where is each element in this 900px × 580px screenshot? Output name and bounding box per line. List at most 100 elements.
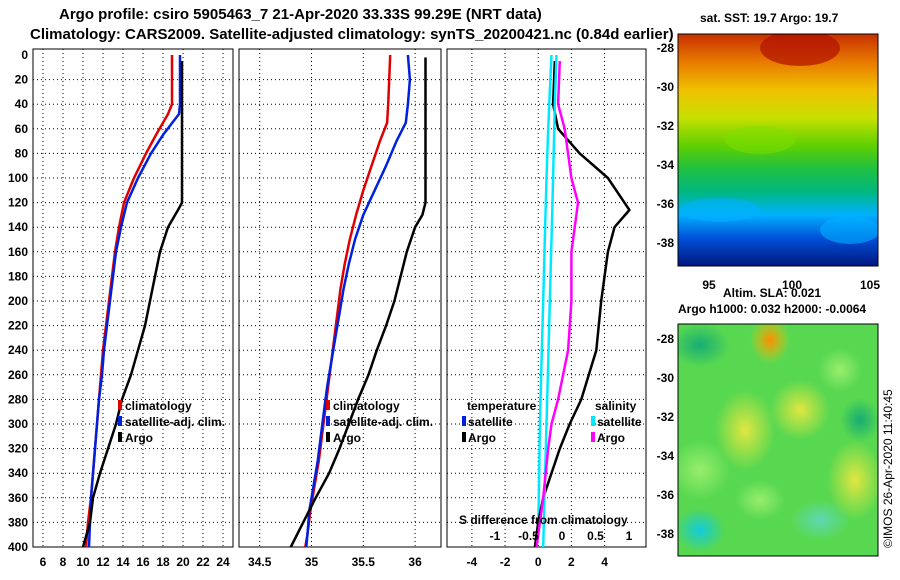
lat-tick-label: -28 bbox=[657, 332, 675, 346]
depth-tick-label: 260 bbox=[8, 368, 28, 382]
legend-label-satellite: satellite-adj. clim. bbox=[125, 415, 225, 429]
map-sst-lat-ticks: -28 -30 -32 -34 -36 -38 bbox=[657, 41, 675, 250]
panel-difference: -4 -2 0 2 4 temperature satellite Argo salin… bbox=[446, 48, 647, 569]
map-sst-title: sat. SST: 19.7 Argo: 19.7 bbox=[700, 11, 839, 25]
sla-blob bbox=[827, 440, 878, 520]
x-tick-label: 35 bbox=[305, 555, 319, 569]
title-line-1: Argo profile: csiro 5905463_7 21-Apr-202… bbox=[59, 6, 542, 23]
legend-label-sal-satellite: satellite bbox=[597, 415, 642, 429]
map-sla-frame bbox=[677, 323, 879, 557]
legend-swatch-sal-argo bbox=[591, 432, 595, 442]
x-tick-label: 0 bbox=[535, 555, 542, 569]
panel-frame bbox=[32, 48, 234, 548]
x-tick-label: 6 bbox=[40, 555, 47, 569]
x-tick-label: -2 bbox=[500, 555, 511, 569]
series-group bbox=[81, 55, 184, 548]
x-tick-label: 20 bbox=[176, 555, 190, 569]
sla-blob bbox=[715, 390, 775, 470]
depth-tick-label: 180 bbox=[8, 269, 28, 283]
depth-tick-label: 200 bbox=[8, 294, 28, 308]
legend-swatch-satellite bbox=[326, 416, 330, 426]
depth-axis: 0 20 40 60 80 100 120 140 160 180 200 220 240 260 280 3… bbox=[8, 48, 28, 554]
legend: climatology satellite-adj. clim. Argo bbox=[326, 399, 433, 445]
legend: climatology satellite-adj. clim. Argo bbox=[118, 399, 225, 445]
depth-tick-label: 140 bbox=[8, 220, 28, 234]
lat-tick-label: -32 bbox=[657, 410, 675, 424]
sla-blob bbox=[840, 398, 878, 442]
inner-tick-label: 0 bbox=[559, 529, 566, 543]
panel-temperature: 6 8 10 12 14 16 18 20 22 24 climatology satellite… bbox=[32, 48, 234, 569]
sla-blob bbox=[770, 380, 830, 440]
map-sst-frame bbox=[677, 33, 879, 267]
legend-label-sal-argo: Argo bbox=[597, 431, 625, 445]
legend-title-temperature: temperature bbox=[467, 399, 537, 413]
x-tick-label: 14 bbox=[116, 555, 130, 569]
depth-tick-label: 60 bbox=[15, 122, 29, 136]
x-tick-label: 34.5 bbox=[248, 555, 272, 569]
inner-axis-label: S difference from climatology bbox=[459, 513, 628, 527]
legend-label-argo: Argo bbox=[125, 431, 153, 445]
series-line-satellite-adj-clim- bbox=[305, 54, 412, 548]
inner-tick-label: -0.5 bbox=[518, 529, 539, 543]
tick-group: 34.5 35 35.5 36 bbox=[248, 555, 422, 569]
depth-tick-label: 120 bbox=[8, 196, 28, 210]
legend-swatch-climatology bbox=[326, 400, 330, 410]
title-line-2: Climatology: CARS2009. Satellite-adjuste… bbox=[30, 26, 674, 43]
sla-blob bbox=[678, 324, 730, 367]
legend-swatch-satellite bbox=[118, 416, 122, 426]
depth-tick-label: 160 bbox=[8, 245, 28, 259]
lat-tick-label: -38 bbox=[657, 236, 675, 250]
lat-tick-label: -36 bbox=[657, 488, 675, 502]
map-sst: sat. SST: 19.7 Argo: 19.7 -28 -30 -32 -34 -3… bbox=[657, 11, 881, 292]
x-tick-label: 16 bbox=[136, 555, 150, 569]
legend-swatch-argo bbox=[326, 432, 330, 442]
series-line-argo bbox=[81, 61, 184, 548]
series-line-satellite-adj-clim- bbox=[87, 55, 182, 548]
x-tick-label: 36 bbox=[408, 555, 422, 569]
depth-tick-label: 300 bbox=[8, 417, 28, 431]
lat-tick-label: -36 bbox=[657, 197, 675, 211]
map-sla-lat-ticks: -28 -30 -32 -34 -36 -38 bbox=[657, 332, 675, 541]
sst-cool-patch bbox=[680, 198, 760, 222]
lat-tick-label: -30 bbox=[657, 80, 675, 94]
legend-label-satellite: satellite-adj. clim. bbox=[333, 415, 433, 429]
legend-label-temp-satellite: satellite bbox=[468, 415, 513, 429]
series-line-temperature-argo bbox=[533, 61, 631, 548]
legend-label-climatology: climatology bbox=[125, 399, 192, 413]
series-line-temperature-satellite bbox=[536, 54, 553, 535]
series-line-salinity-argo bbox=[535, 61, 580, 548]
legend-salinity: salinity satellite Argo bbox=[591, 399, 642, 445]
depth-tick-label: 340 bbox=[8, 466, 28, 480]
legend-swatch-temp-argo bbox=[462, 432, 466, 442]
legend-label-argo: Argo bbox=[333, 431, 361, 445]
lon-tick-label: 105 bbox=[860, 278, 880, 292]
tick-group: -4 -2 0 2 4 bbox=[467, 555, 609, 569]
inner-tick-label: 0.5 bbox=[587, 529, 604, 543]
depth-tick-label: 40 bbox=[15, 97, 29, 111]
panel-salinity: 34.5 35 35.5 36 climatology satellite-adj. … bbox=[238, 48, 442, 569]
lon-tick-label: 95 bbox=[702, 278, 716, 292]
depth-tick-label: 220 bbox=[8, 319, 28, 333]
sla-blob bbox=[818, 348, 862, 392]
lat-tick-label: -30 bbox=[657, 371, 675, 385]
map-sla-title-1: Altim. SLA: 0.021 bbox=[723, 286, 821, 300]
inner-tick-label: 1 bbox=[626, 529, 633, 543]
grid bbox=[33, 49, 233, 547]
sst-cool-patch bbox=[820, 216, 878, 244]
x-tick-label: 12 bbox=[96, 555, 110, 569]
inner-axis-ticks: -1 -0.5 0 0.5 1 bbox=[490, 529, 633, 543]
tick-group: 6 8 10 12 14 16 18 20 22 24 bbox=[40, 555, 230, 569]
lat-tick-label: -32 bbox=[657, 119, 675, 133]
map-sla-title-2: Argo h1000: 0.032 h2000: -0.0064 bbox=[678, 302, 866, 316]
depth-tick-label: 380 bbox=[8, 515, 28, 529]
legend-swatch-temp-satellite bbox=[462, 416, 466, 426]
series-line-argo bbox=[289, 57, 427, 548]
legend-temperature: temperature satellite Argo bbox=[462, 399, 537, 445]
sla-blob bbox=[790, 500, 850, 540]
x-tick-label: 24 bbox=[216, 555, 230, 569]
depth-tick-label: 240 bbox=[8, 343, 28, 357]
x-tick-label: 4 bbox=[601, 555, 608, 569]
x-tick-label: 2 bbox=[568, 555, 575, 569]
series-group bbox=[289, 54, 427, 548]
